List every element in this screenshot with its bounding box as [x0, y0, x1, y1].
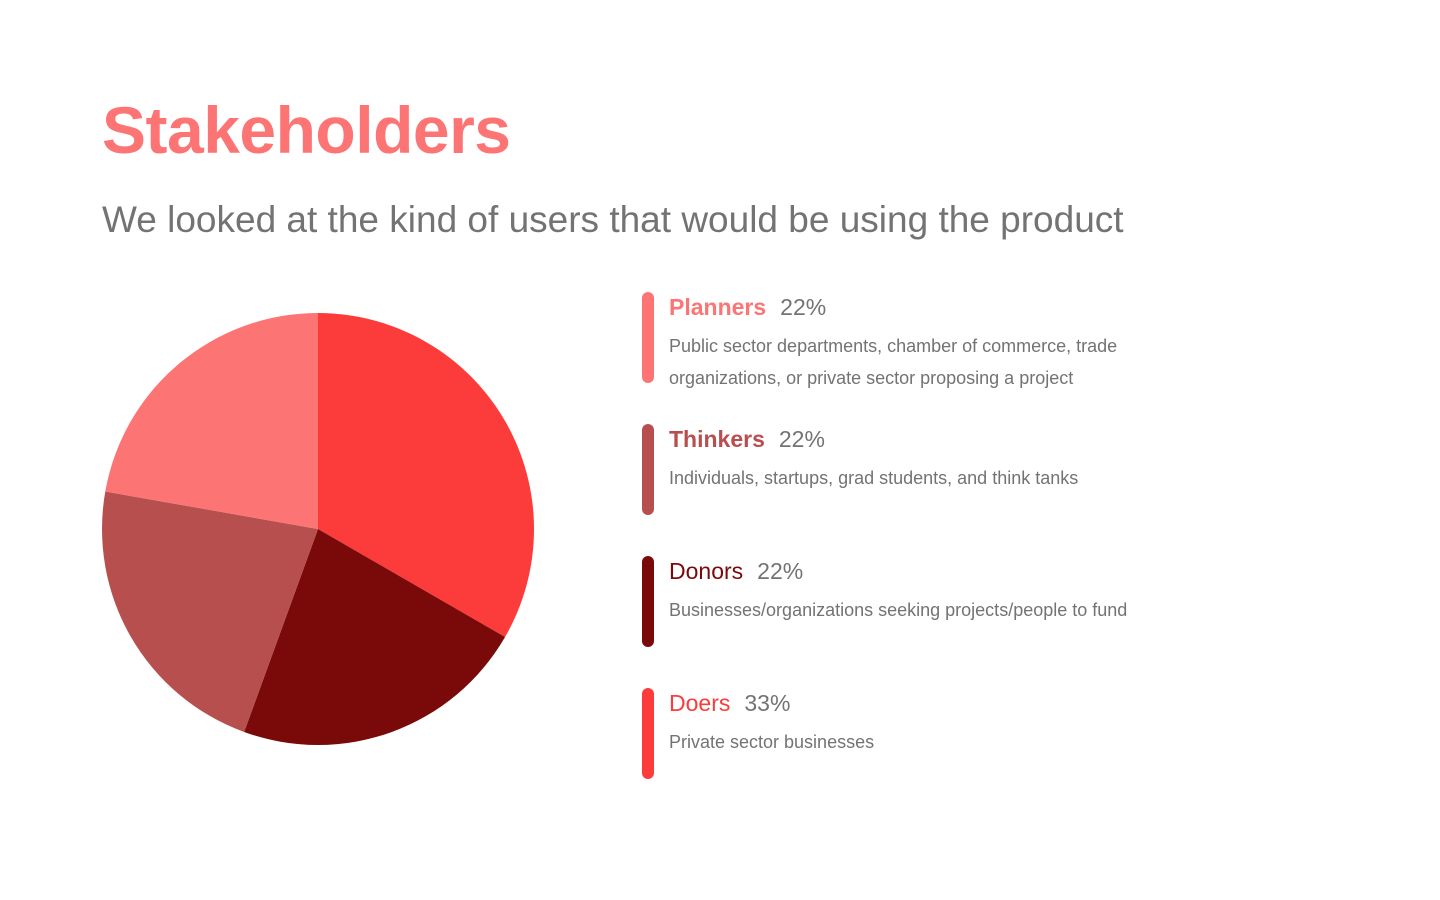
- pie-slice-donors: [244, 529, 506, 745]
- pie-chart: [102, 313, 534, 745]
- legend-percent: 22%: [778, 426, 825, 452]
- legend-item-doers: Doers 33% Private sector businesses: [642, 688, 1262, 780]
- legend-item-planners: Planners 22% Public sector departments, c…: [642, 292, 1262, 388]
- legend-description: Public sector departments, chamber of co…: [669, 336, 1118, 388]
- legend-item-thinkers: Thinkers 22% Individuals, startups, grad …: [642, 424, 1262, 516]
- legend-color-bar: [642, 556, 654, 647]
- legend-color-bar: [642, 292, 654, 383]
- legend-name: Doers: [669, 690, 731, 716]
- pie-slice-doers: [318, 313, 534, 637]
- legend-name: Planners: [669, 294, 767, 320]
- pie-slice-planners: [105, 313, 318, 529]
- legend-percent: 22%: [780, 294, 827, 320]
- legend-color-bar: [642, 688, 654, 779]
- legend-name: Donors: [669, 558, 744, 584]
- legend-percent: 22%: [757, 558, 804, 584]
- legend-name: Thinkers: [669, 426, 765, 452]
- legend-item-donors: Donors 22% Businesses/organizations seeki…: [642, 556, 1262, 648]
- legend-description: Individuals, startups, grad students, an…: [669, 468, 1079, 488]
- legend-color-bar: [642, 424, 654, 515]
- legend-description: Businesses/organizations seeking project…: [669, 600, 1128, 620]
- pie-slice-thinkers: [102, 491, 318, 732]
- page-subtitle: We looked at the kind of users that woul…: [102, 199, 1124, 240]
- legend-percent: 33%: [744, 690, 791, 716]
- legend-description: Private sector businesses: [669, 732, 875, 752]
- page-title: Stakeholders: [102, 93, 511, 167]
